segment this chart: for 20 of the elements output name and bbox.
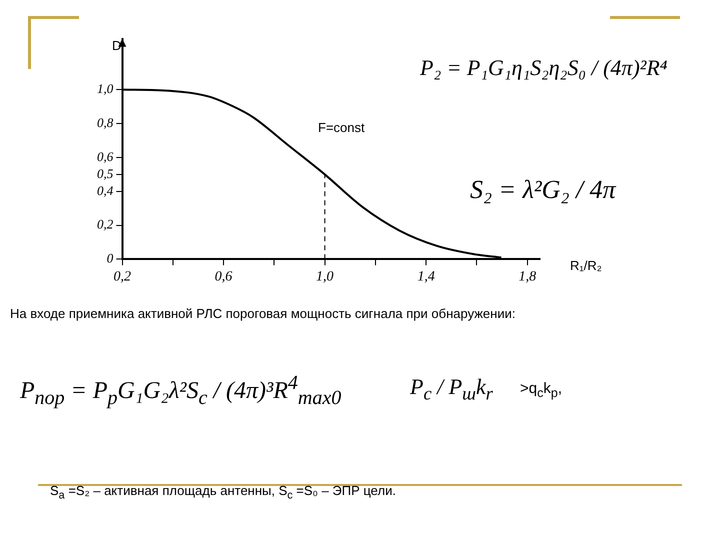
y-tick-label: 0,6 <box>97 148 114 164</box>
x-tick-label: 1,4 <box>417 269 435 284</box>
x-axis-title: R₁/R₂ <box>570 258 602 273</box>
text: >q$_{c}$k$_{p}$, <box>520 380 562 400</box>
y-tick-label: 0 <box>106 250 114 266</box>
text: P$_{c}$ / P$_{ш}$k$_{r}$ <box>410 374 493 404</box>
y-tick-label: 0,8 <box>97 114 114 130</box>
x-tick-label: 0,2 <box>114 269 131 284</box>
x-tick-label: 1,8 <box>518 269 536 284</box>
y-tick-label: 0,5 <box>97 166 114 181</box>
text: S$_{a}$ =S₂ – активная площадь антенны, S$_{c}$ =S₀ – ЭПР цели. <box>50 483 396 502</box>
annotation: F=const <box>318 120 365 135</box>
y-tick-label: 0,4 <box>97 182 114 198</box>
annotation: S₂ = λ²G₂ / 4π <box>470 175 616 205</box>
y-tick-label: 0,2 <box>97 216 114 232</box>
x-tick-label: 1,0 <box>316 269 334 284</box>
text: На входе приемника активной РЛС пороговая мощность сигнала при обнаружении: <box>10 306 516 321</box>
x-tick-label: 0,6 <box>214 269 232 284</box>
annotation: P₂ = P₁G₁η₁S₂η₂S₀ / (4π)²R⁴ <box>420 55 668 81</box>
y-tick-label: 1,0 <box>97 81 114 96</box>
